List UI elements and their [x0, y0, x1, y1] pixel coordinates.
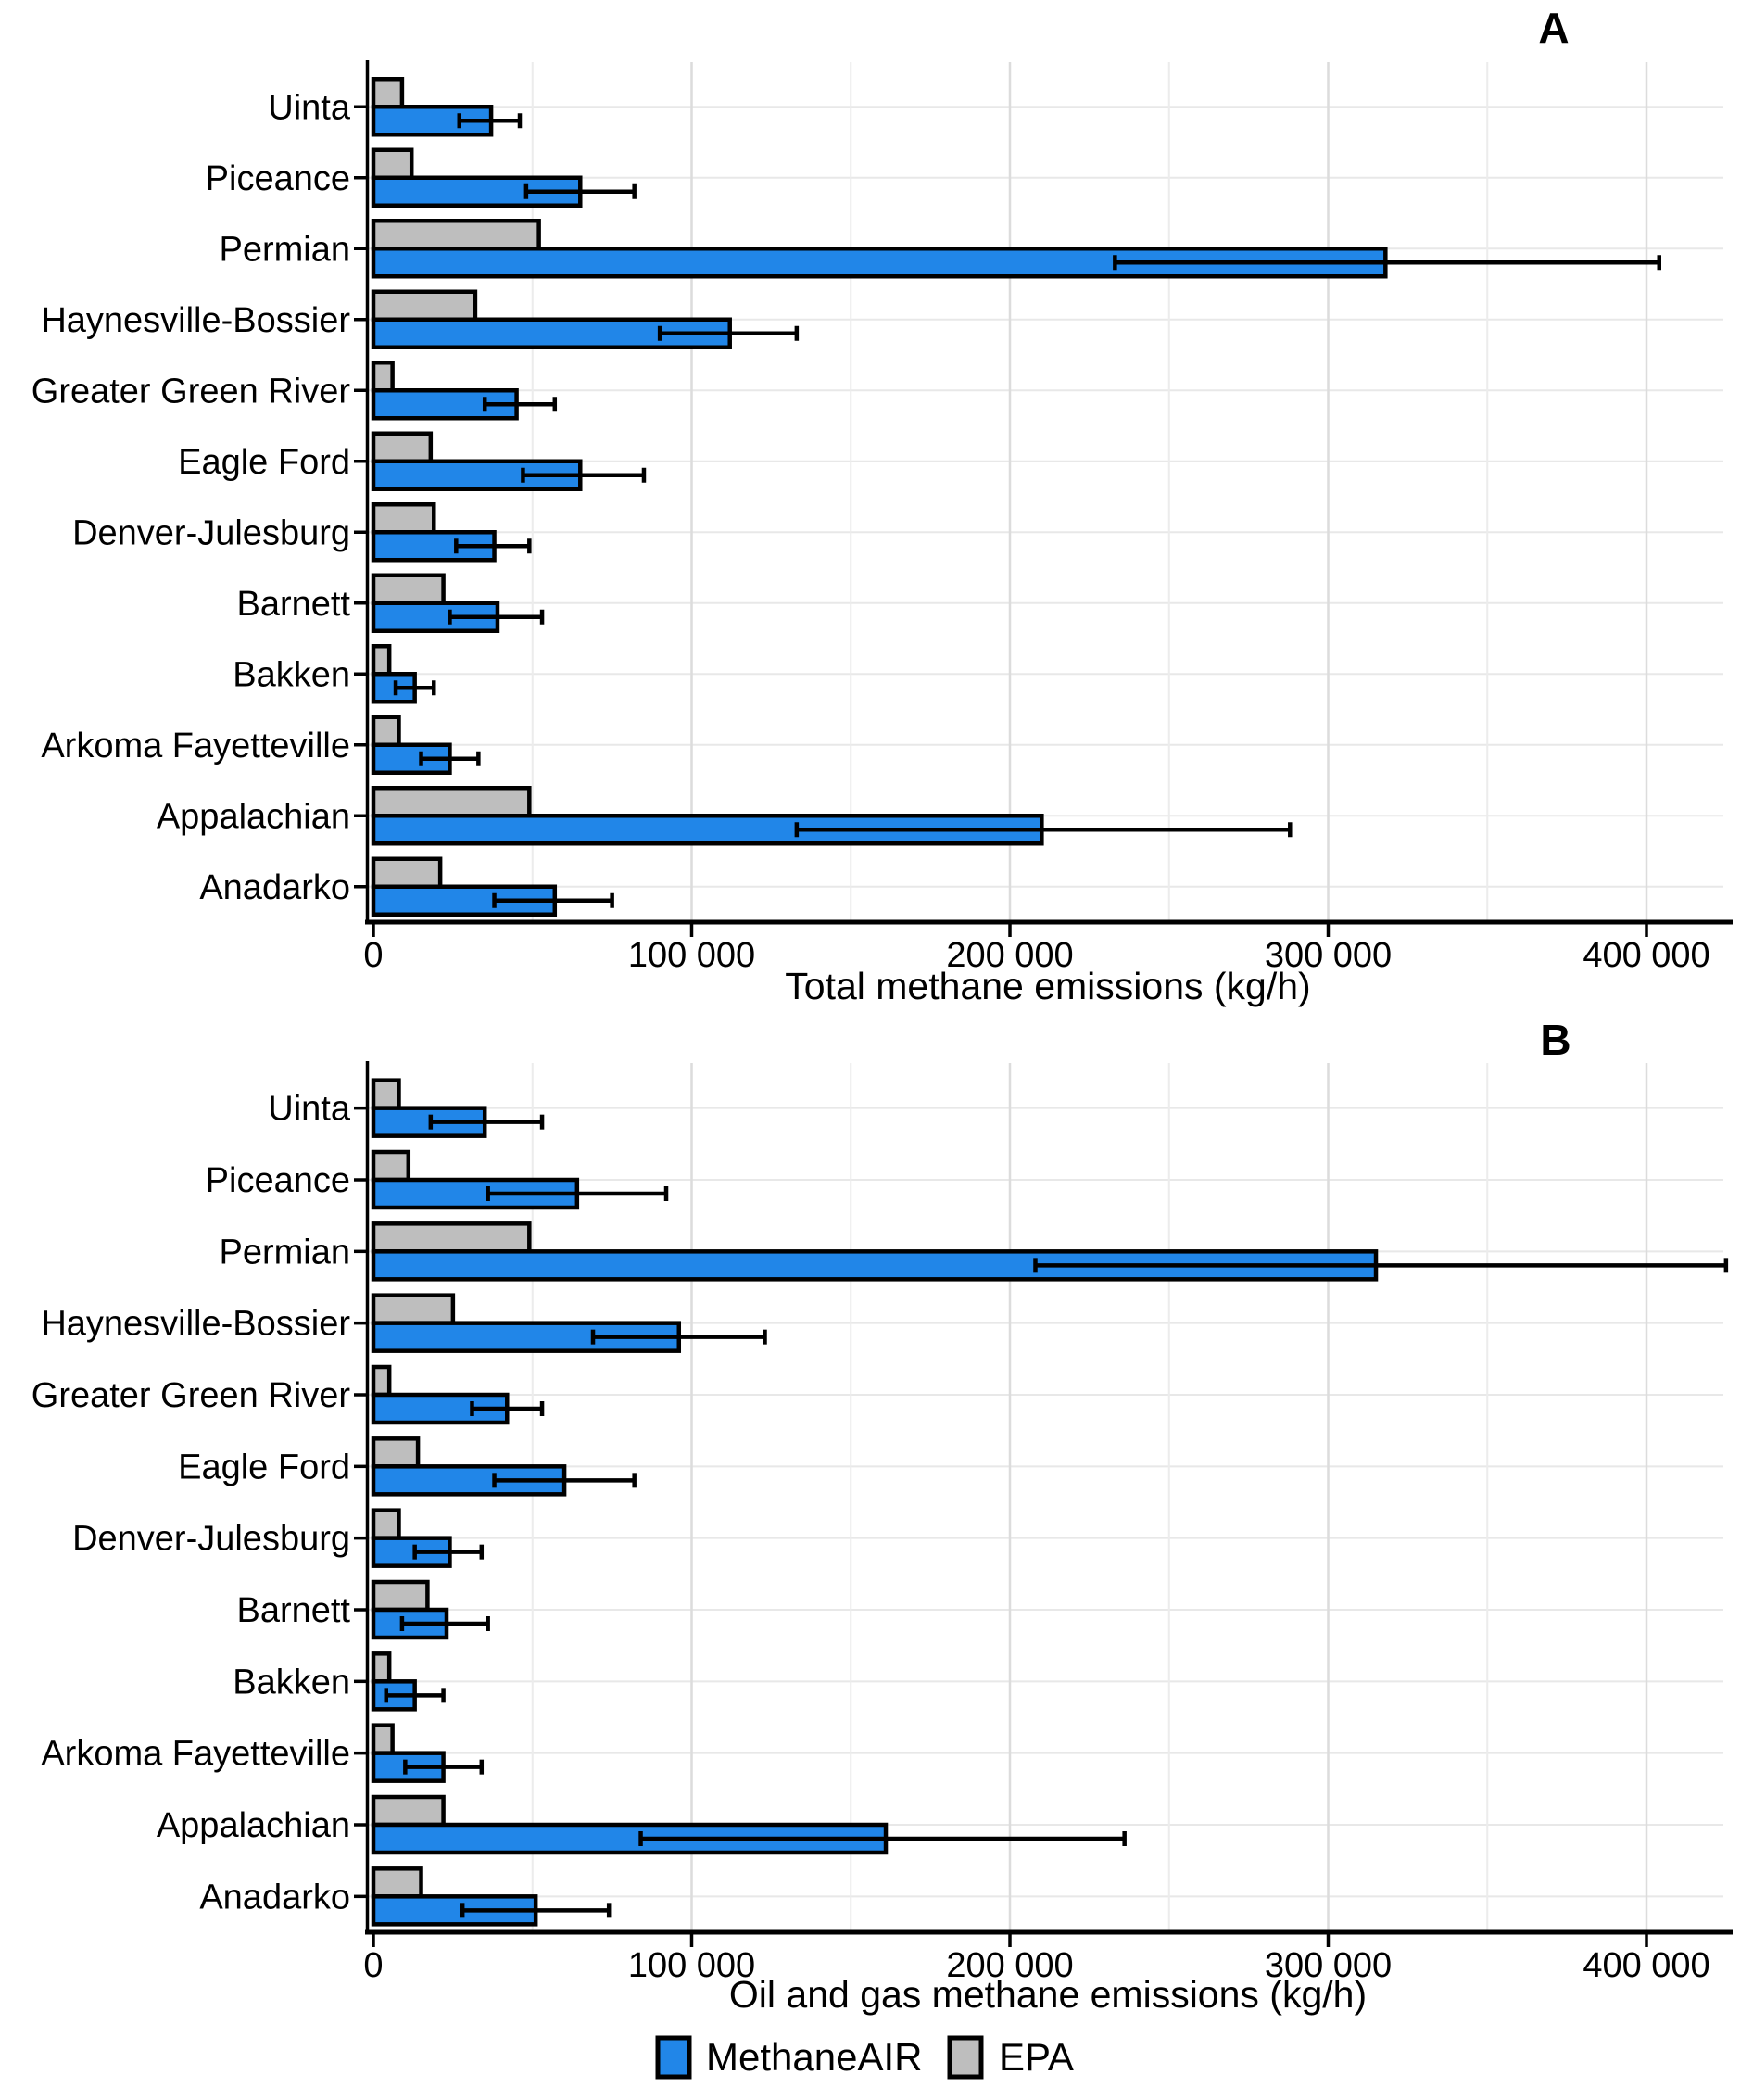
- category-label-permian: Permian: [220, 1233, 351, 1271]
- x-tick-label-0: 0: [363, 936, 383, 975]
- bar-epa-appalachian: [371, 786, 532, 818]
- category-label-eagle-ford: Eagle Ford: [178, 1448, 350, 1486]
- category-label-arkoma-fayetteville: Arkoma Fayetteville: [41, 727, 350, 765]
- errorbar-bakken: [384, 1688, 446, 1703]
- bar-epa-piceance: [371, 147, 414, 180]
- x-tick-label-100000: 100 000: [628, 936, 755, 975]
- errorbar-bakken: [393, 680, 436, 696]
- bar-epa-denver-julesburg: [371, 1508, 401, 1540]
- panel-b-x-axis-title: Oil and gas methane emissions (kg/h): [729, 1973, 1367, 2016]
- errorbar-eagle-ford: [521, 467, 647, 483]
- errorbar-uinta: [457, 113, 523, 129]
- category-label-arkoma-fayetteville: Arkoma Fayetteville: [41, 1735, 350, 1774]
- bar-epa-piceance: [371, 1149, 411, 1183]
- legend: MethaneAIR EPA: [655, 2035, 1074, 2080]
- bar-epa-eagle-ford: [371, 431, 434, 463]
- bar-epa-anadarko: [371, 856, 443, 889]
- category-label-anadarko: Anadarko: [199, 868, 350, 907]
- x-tick-label-200000: 200 000: [946, 1946, 1073, 1985]
- x-tick-label-100000: 100 000: [628, 1946, 755, 1985]
- category-label-appalachian: Appalachian: [157, 797, 350, 836]
- category-label-haynesville-bossier: Haynesville-Bossier: [41, 301, 350, 340]
- category-label-denver-julesburg: Denver-Julesburg: [72, 1520, 350, 1559]
- category-label-anadarko: Anadarko: [199, 1878, 350, 1917]
- bar-epa-haynesville-bossier: [371, 1293, 456, 1325]
- category-label-permian: Permian: [220, 230, 351, 269]
- bar-epa-arkoma-fayetteville: [371, 715, 401, 747]
- x-tick-label-300000: 300 000: [1265, 1946, 1392, 1985]
- bar-epa-permian: [371, 1221, 532, 1254]
- legend-label-epa: EPA: [999, 2035, 1074, 2079]
- errorbar-eagle-ford: [492, 1473, 637, 1488]
- x-tick-label-200000: 200 000: [946, 936, 1073, 975]
- legend-swatch-methaneair: [655, 2035, 692, 2080]
- bar-epa-denver-julesburg: [371, 502, 436, 535]
- errorbar-permian: [1033, 1258, 1729, 1273]
- bar-epa-barnett: [371, 1579, 430, 1613]
- errorbar-barnett: [399, 1616, 490, 1631]
- bar-epa-arkoma-fayetteville: [371, 1723, 395, 1755]
- category-label-appalachian: Appalachian: [157, 1806, 350, 1845]
- errorbar-piceance: [523, 183, 637, 199]
- category-label-uinta: Uinta: [268, 1090, 351, 1129]
- category-label-barnett: Barnett: [236, 585, 350, 624]
- category-label-bakken: Bakken: [233, 1663, 350, 1702]
- errorbar-anadarko: [460, 1903, 612, 1918]
- panel-b: Uinta Piceance Permian Haynesville-Bossier G…: [32, 1061, 1733, 1985]
- bar-epa-haynesville-bossier: [371, 289, 478, 322]
- errorbar-denver-julesburg: [454, 538, 532, 554]
- panel-a: Uinta Piceance Permian Haynesville-Bossier G…: [32, 60, 1733, 975]
- bar-epa-uinta: [371, 1078, 401, 1110]
- bar-epa-greater-green-river: [371, 361, 395, 393]
- x-tick-label-400000: 400 000: [1583, 1946, 1709, 1985]
- errorbar-arkoma-fayetteville: [419, 751, 481, 766]
- errorbar-appalachian: [638, 1831, 1127, 1846]
- bar-epa-anadarko: [371, 1866, 423, 1899]
- bar-epa-barnett: [371, 573, 446, 605]
- panel-a-x-axis-title: Total methane emissions (kg/h): [785, 965, 1310, 1007]
- bar-epa-bakken: [371, 1651, 392, 1684]
- bar-epa-bakken: [371, 644, 392, 677]
- panel-a-letter: A: [1538, 4, 1569, 52]
- x-tick-label-300000: 300 000: [1265, 936, 1392, 975]
- x-tick-label-400000: 400 000: [1583, 936, 1709, 975]
- legend-swatch-epa: [947, 2035, 984, 2080]
- errorbar-appalachian: [794, 822, 1293, 838]
- category-label-haynesville-bossier: Haynesville-Bossier: [41, 1305, 350, 1344]
- legend-label-methaneair: MethaneAIR: [706, 2035, 922, 2079]
- errorbar-permian: [1113, 255, 1661, 271]
- category-label-piceance: Piceance: [206, 1161, 350, 1200]
- category-label-bakken: Bakken: [233, 655, 350, 694]
- errorbar-anadarko: [492, 892, 614, 908]
- category-label-uinta: Uinta: [268, 88, 351, 127]
- errorbar-piceance: [486, 1186, 669, 1201]
- category-label-greater-green-river: Greater Green River: [32, 372, 351, 411]
- errorbar-haynesville-bossier: [657, 325, 800, 341]
- bar-epa-eagle-ford: [371, 1436, 421, 1469]
- category-label-barnett: Barnett: [236, 1591, 350, 1630]
- bar-epa-greater-green-river: [371, 1364, 392, 1398]
- errorbar-arkoma-fayetteville: [403, 1759, 485, 1775]
- errorbar-haynesville-bossier: [590, 1329, 767, 1345]
- category-label-greater-green-river: Greater Green River: [32, 1376, 351, 1415]
- errorbar-uinta: [428, 1114, 545, 1130]
- errorbar-barnett: [448, 609, 545, 625]
- bar-methaneair-arkoma-fayetteville: [371, 742, 452, 775]
- bar-epa-permian: [371, 219, 541, 251]
- x-tick-label-0: 0: [363, 1946, 383, 1985]
- panel-b-letter: B: [1540, 1016, 1570, 1064]
- bar-epa-uinta: [371, 77, 405, 109]
- errorbar-greater-green-river: [470, 1401, 545, 1416]
- errorbar-denver-julesburg: [412, 1544, 485, 1560]
- category-label-eagle-ford: Eagle Ford: [178, 443, 350, 482]
- category-label-denver-julesburg: Denver-Julesburg: [72, 513, 350, 552]
- errorbar-greater-green-river: [482, 397, 558, 412]
- bar-epa-appalachian: [371, 1794, 446, 1828]
- category-label-piceance: Piceance: [206, 159, 350, 198]
